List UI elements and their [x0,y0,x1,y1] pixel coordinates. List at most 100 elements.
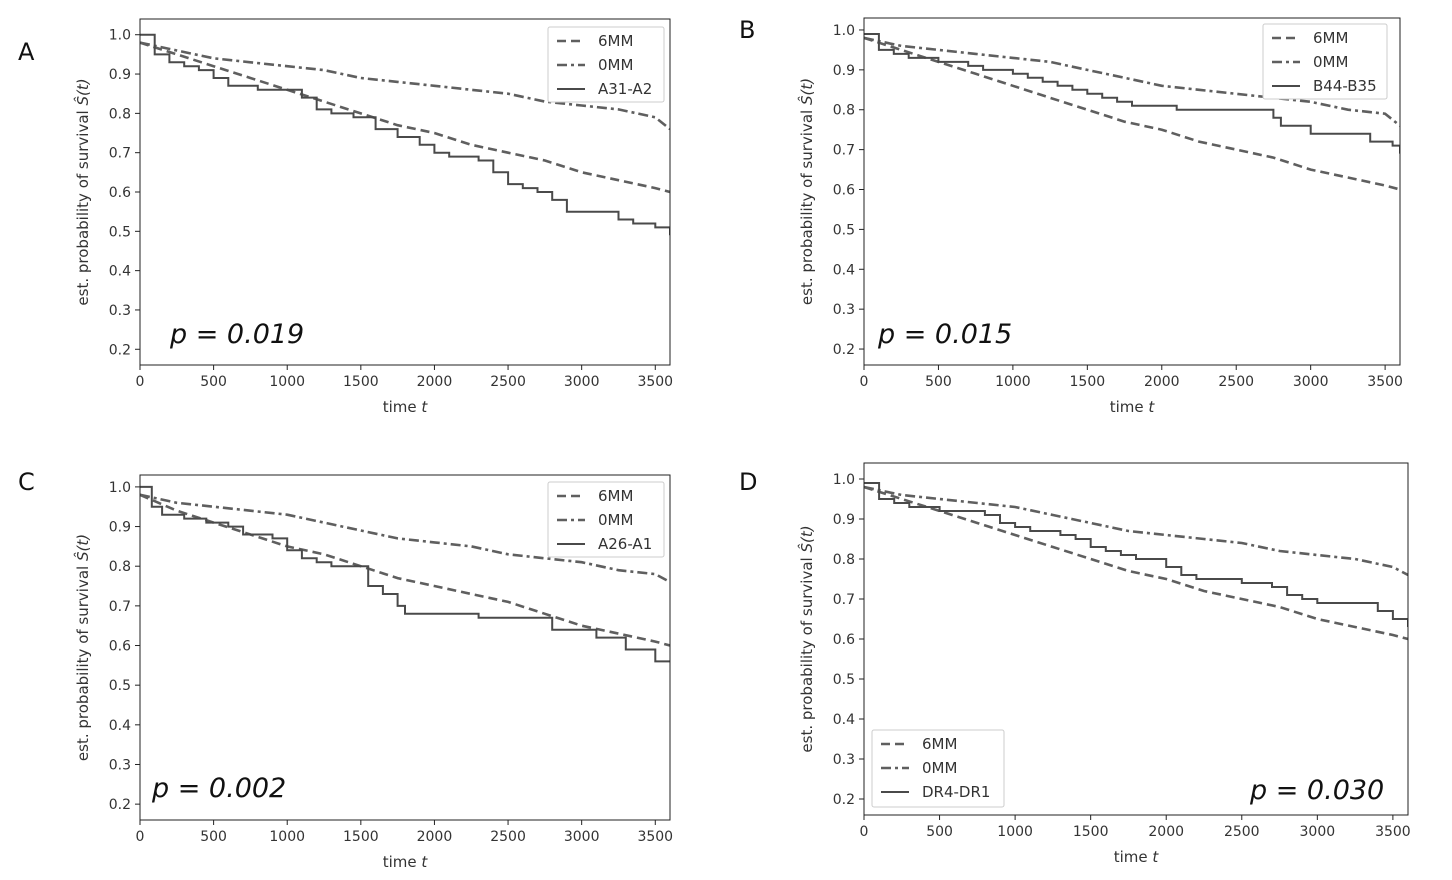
y-axis-label: est. probability of survival Ŝ(t) [73,534,92,761]
y-tick-label: 0.2 [109,797,131,813]
y-tick-label: 0.7 [833,592,855,608]
x-tick-label: 0 [860,374,869,390]
x-tick-label: 3000 [564,374,600,390]
legend-entry: 6MM [598,32,633,50]
y-tick-label: 1.0 [833,23,855,39]
legend-entry: 6MM [922,735,957,753]
x-tick-label: 2000 [1148,824,1184,840]
y-axis-label: est. probability of survival Ŝ(t) [797,78,816,305]
y-tick-label: 0.9 [833,63,855,79]
y-tick-label: 0.6 [833,632,855,648]
series-line-0mm [864,485,1408,577]
series-line-0mm [140,493,670,584]
x-axis-label: time t [1114,848,1160,866]
legend-entry: DR4-DR1 [922,783,990,801]
legend-entry: A31-A2 [598,80,652,98]
legend-entry: 6MM [1313,29,1348,47]
y-tick-label: 0.9 [833,512,855,528]
x-tick-label: 500 [200,829,227,845]
y-tick-label: 1.0 [109,480,131,496]
y-axis-label: est. probability of survival Ŝ(t) [797,525,816,752]
panel-c: C 0 500 1000 1500 2000 2500 3000 3500 0.2 0.3 0.4 0.… [18,468,673,871]
legend-entry: 0MM [598,511,633,529]
x-tick-label: 1500 [343,829,379,845]
panel-d: D 0 500 1000 1500 2000 2500 3000 3500 0.2 0.3 0.4 0.… [739,462,1411,866]
x-tick-label: 1500 [1073,824,1109,840]
x-tick-label: 2500 [1218,374,1254,390]
legend-entry: 0MM [922,759,957,777]
x-tick-label: 1500 [343,374,379,390]
legend-entry: 0MM [1313,53,1348,71]
x-tick-label: 3000 [564,829,600,845]
series-line-a26-a1 [140,485,670,663]
x-tick-label: 3500 [637,374,673,390]
series-line-a31-a2 [140,33,670,236]
series-line-6mm [864,485,1408,641]
y-tick-label: 0.8 [833,552,855,568]
y-tick-label: 0.5 [109,224,131,240]
y-tick-label: 0.5 [833,222,855,238]
series-line-6mm [140,41,670,194]
plot-frame [863,17,1401,366]
legend-box [547,481,665,558]
x-tick-label: 3000 [1300,824,1336,840]
x-tick-label: 0 [860,824,869,840]
y-tick-label: 0.4 [833,712,855,728]
y-tick-label: 0.8 [109,559,131,575]
x-axis-label: time t [1110,398,1156,416]
p-value-annotation: p = 0.019 [169,319,304,350]
legend: 6MM 0MM B44-B35 [1262,23,1388,100]
y-tick-label: 0.2 [109,342,131,358]
y-tick-label: 0.5 [833,672,855,688]
series-line-0mm [864,36,1400,127]
series-line-dr4-dr1 [864,482,1408,627]
plot-frame [139,474,671,821]
y-tick-label: 0.7 [109,599,131,615]
p-value-annotation: p = 0.002 [151,773,286,804]
y-tick-label: 0.3 [833,752,855,768]
x-tick-label: 2000 [417,829,453,845]
y-tick-label: 0.9 [109,520,131,536]
p-value-annotation: p = 0.015 [877,319,1012,350]
panel-b: B 0 500 1000 1500 2000 2500 3000 3500 0.2 0.3 0.4 0.… [739,16,1403,416]
panel-letter: A [18,38,35,66]
x-tick-label: 1000 [997,824,1033,840]
y-tick-label: 0.6 [109,639,131,655]
panel-letter: D [739,468,757,496]
y-axis-label: est. probability of survival Ŝ(t) [73,78,92,305]
y-tick-label: 0.4 [109,718,131,734]
x-tick-label: 3500 [1367,374,1403,390]
legend: 6MM 0MM DR4-DR1 [871,729,1005,808]
panel-letter: B [739,16,755,44]
x-tick-label: 0 [136,374,145,390]
y-tick-label: 0.7 [109,146,131,162]
legend-box [547,26,665,103]
legend: 6MM 0MM A26-A1 [547,481,665,558]
x-axis-label: time t [383,853,429,871]
legend-box [871,729,1005,808]
legend-box [1262,23,1388,100]
x-tick-label: 2000 [1144,374,1180,390]
p-value-annotation: p = 0.030 [1249,775,1384,806]
legend-entry: B44-B35 [1313,77,1377,95]
y-tick-label: 0.7 [833,143,855,159]
legend-entry: 0MM [598,56,633,74]
legend: 6MM 0MM A31-A2 [547,26,665,103]
x-tick-label: 0 [136,829,145,845]
y-tick-label: 0.6 [833,183,855,199]
y-tick-label: 0.3 [109,303,131,319]
x-tick-label: 1000 [269,374,305,390]
legend-entry: A26-A1 [598,535,652,553]
y-tick-label: 0.3 [109,757,131,773]
series-line-0mm [140,41,670,131]
x-tick-label: 2500 [490,374,526,390]
x-tick-label: 3500 [1375,824,1411,840]
x-tick-label: 2500 [490,829,526,845]
y-tick-label: 1.0 [833,472,855,488]
series-line-6mm [140,493,670,647]
y-tick-label: 0.5 [109,678,131,694]
y-tick-label: 0.3 [833,302,855,318]
y-tick-label: 0.2 [833,792,855,808]
y-tick-label: 1.0 [109,28,131,44]
y-tick-label: 0.4 [109,264,131,280]
